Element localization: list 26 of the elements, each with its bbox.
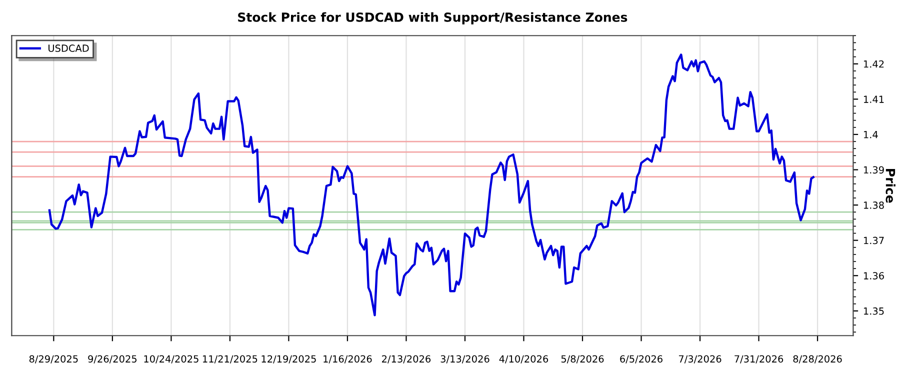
x-tick-label: 1/16/2026 bbox=[324, 355, 372, 364]
chart-title: Stock Price for USDCAD with Support/Resistance Zones bbox=[238, 12, 628, 24]
x-tick-label: 5/8/2026 bbox=[561, 355, 604, 364]
x-tick-label: 11/21/2025 bbox=[202, 355, 258, 364]
y-tick-label: 1.38 bbox=[864, 202, 884, 209]
x-tick-label: 2/13/2026 bbox=[382, 355, 431, 364]
x-tick-label: 10/24/2025 bbox=[144, 355, 198, 364]
x-tick-label: 8/29/2025 bbox=[29, 355, 78, 364]
x-tick-label: 12/19/2025 bbox=[262, 355, 316, 364]
y-axis-title: Price bbox=[886, 169, 896, 203]
y-tick-label: 1.42 bbox=[864, 60, 884, 68]
x-tick-label: 3/13/2026 bbox=[440, 355, 490, 364]
legend-label: USDCAD bbox=[48, 44, 89, 52]
x-tick-label: 6/5/2026 bbox=[620, 355, 662, 364]
x-tick-label: 8/28/2026 bbox=[793, 355, 842, 364]
x-tick-label: 7/3/2026 bbox=[678, 355, 722, 364]
y-tick-label: 1.37 bbox=[864, 236, 884, 244]
x-tick-label: 7/31/2026 bbox=[734, 355, 784, 364]
x-tick-label: 4/10/2026 bbox=[499, 355, 548, 364]
line-series bbox=[48, 54, 814, 316]
y-tick-label: 1.41 bbox=[864, 96, 884, 103]
y-tick-label: 1.39 bbox=[864, 166, 884, 174]
y-tick-label: 1.35 bbox=[864, 307, 884, 315]
x-tick-label: 9/26/2025 bbox=[88, 355, 137, 364]
y-tick-label: 1.36 bbox=[864, 272, 884, 280]
y-tick-label: 1.4 bbox=[864, 131, 878, 138]
